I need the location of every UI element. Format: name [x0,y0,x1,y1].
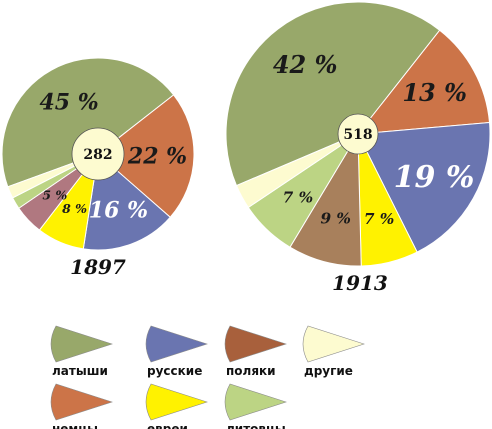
center-circle-1913 [337,113,379,155]
legend-swatch-4 [50,383,113,421]
legend-label-2: поляки [226,364,276,378]
total-1897: 282 [83,147,112,163]
legend-swatch-1 [145,325,208,363]
legend-swatch-6 [224,383,287,421]
slice-label-1913-5: 7 % [283,188,314,206]
pie-chart-1913: 42 % 13 % 19 % 7 % 9 % 7 % 518 1913 [225,1,491,295]
slice-label-1897-2: 16 % [89,198,148,224]
legend-label-0: латыши [52,364,108,378]
legend-swatch-5 [145,383,208,421]
slice-1913-1 [356,29,491,135]
slice-1897-1 [97,94,195,218]
slice-label-1913-4: 9 % [320,210,351,228]
slice-label-1913-2: 19 % [394,160,475,195]
slice-label-1897-4: 5 % [42,187,67,202]
legend-swatch-3 [302,325,365,363]
legend-label-6: литовцы [226,422,286,429]
slice-1897-0 [1,57,175,188]
legend-label-3: другие [304,364,353,378]
year-label-1897: 1897 [70,255,126,279]
slice-label-1913-0: 42 % [273,50,338,79]
legend-label-1: русские [147,364,202,378]
slice-label-1897-0: 45 % [40,90,99,116]
slice-label-1897-1: 22 % [127,143,187,169]
legend-swatch-0 [50,325,113,363]
total-1913: 518 [343,127,372,143]
year-label-1913: 1913 [332,271,388,295]
pie-chart-1897: 45 % 22 % 16 %8 %5 % 282 1897 [1,57,195,279]
slice-label-1913-1: 13 % [402,78,467,107]
legend: латыши русские поляки другие немцы евреи литов… [50,325,365,429]
legend-label-5: евреи [147,422,188,429]
slice-1913-2 [357,121,491,253]
legend-label-4: немцы [52,422,98,429]
center-circle-1897 [71,127,125,181]
slice-label-1897-3: 8 % [62,201,87,216]
slice-1913-6 [235,133,359,209]
slice-1913-0 [225,1,441,187]
slice-label-1913-3: 7 % [364,210,395,228]
legend-swatch-2 [224,325,287,363]
